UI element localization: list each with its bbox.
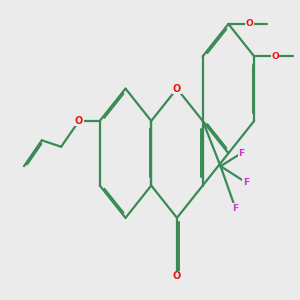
Text: O: O [271, 52, 279, 61]
Text: F: F [232, 204, 239, 213]
Text: F: F [243, 178, 249, 187]
Text: O: O [173, 271, 181, 281]
Text: O: O [75, 116, 83, 126]
Text: O: O [173, 84, 181, 94]
Text: F: F [238, 149, 244, 158]
Text: O: O [245, 20, 253, 28]
